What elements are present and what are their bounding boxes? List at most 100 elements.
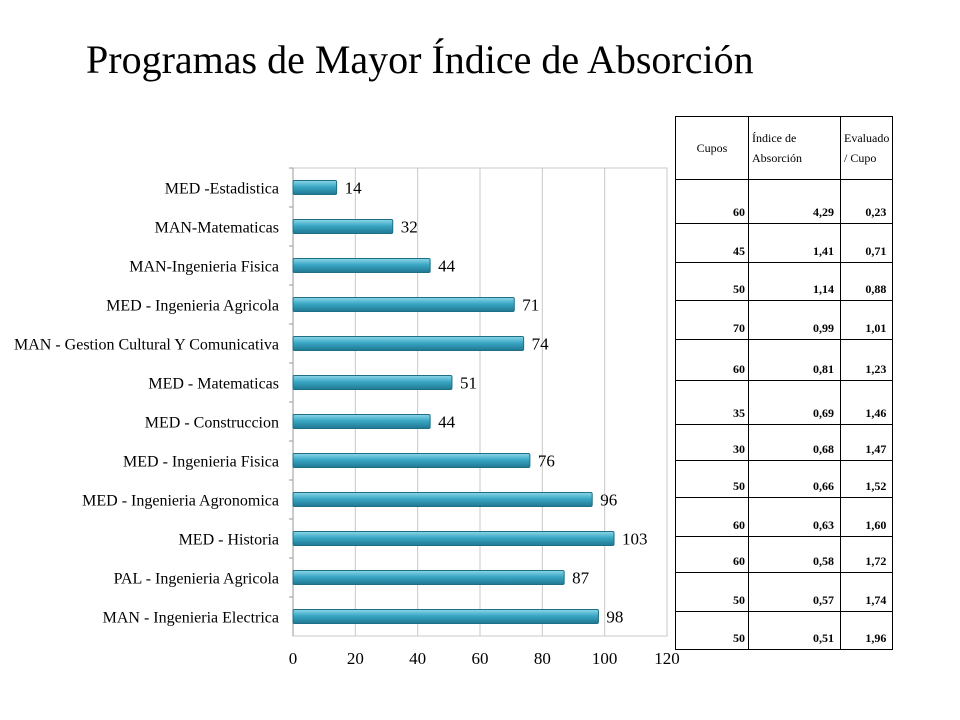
cell-evaluado: 1,72 [839, 536, 894, 573]
category-label: MED - Matematicas [148, 376, 279, 393]
gridlines [289, 167, 668, 637]
cell-evaluado: 1,47 [839, 424, 894, 461]
cell-indice: 0,68 [748, 424, 841, 461]
x-tick-label: 60 [472, 649, 489, 668]
data-label: 14 [345, 179, 363, 198]
cell-cupos: 50 [675, 611, 749, 650]
x-tick-label: 80 [534, 649, 551, 668]
bar [292, 492, 593, 507]
cell-indice: 1,14 [748, 262, 841, 301]
cell-indice: 0,63 [748, 497, 841, 537]
table-row: 50 0,66 1,52 [675, 460, 894, 498]
category-label: MED -Estadistica [165, 181, 279, 198]
cell-cupos: 60 [675, 179, 749, 224]
category-label: MAN-Ingenieria Fisica [129, 259, 279, 276]
table-row: 60 0,63 1,60 [675, 497, 894, 537]
cell-evaluado: 1,23 [839, 339, 894, 381]
bar [292, 570, 565, 585]
bar [292, 531, 615, 546]
table-row: 60 0,81 1,23 [675, 339, 894, 381]
bar [292, 258, 431, 273]
category-label: MED - Historia [179, 532, 279, 549]
cell-cupos: 50 [675, 262, 749, 301]
bar [292, 297, 515, 312]
cell-cupos: 60 [675, 339, 749, 381]
data-label: 96 [600, 491, 617, 510]
cell-evaluado: 0,88 [839, 262, 894, 301]
table-row: 60 0,58 1,72 [675, 536, 894, 573]
cell-indice: 1,41 [748, 223, 841, 263]
cell-evaluado: 1,52 [839, 460, 894, 498]
cell-indice: 0,99 [748, 300, 841, 340]
category-label: MAN - Gestion Cultural Y Comunicativa [14, 337, 279, 354]
data-label: 103 [622, 530, 648, 549]
bar [292, 336, 525, 351]
x-tick-label: 120 [654, 649, 680, 668]
cell-indice: 0,51 [748, 611, 841, 650]
cell-indice: 0,69 [748, 380, 841, 425]
table-row: 35 0,69 1,46 [675, 380, 894, 425]
category-label: MED - Ingenieria Agronomica [82, 493, 279, 510]
bar [292, 219, 394, 234]
category-label: PAL - Ingenieria Agricola [114, 571, 279, 588]
category-label: MED - Construccion [145, 415, 279, 432]
cell-evaluado: 0,23 [839, 179, 894, 224]
header-evaluado-cupo: Evaluado / Cupo [839, 116, 894, 180]
cell-indice: 0,81 [748, 339, 841, 381]
x-tick-label: 40 [409, 649, 426, 668]
bar [292, 453, 531, 468]
table-row: 30 0,68 1,47 [675, 424, 894, 461]
category-label: MAN - Ingenieria Electrica [103, 610, 279, 627]
cell-cupos: 30 [675, 424, 749, 461]
table-row: 50 1,14 0,88 [675, 262, 894, 301]
table-row: 45 1,41 0,71 [675, 223, 894, 263]
data-label: 76 [538, 452, 555, 471]
cell-evaluado: 1,60 [839, 497, 894, 537]
data-label: 51 [460, 374, 477, 393]
x-tick-label: 0 [289, 649, 298, 668]
header-indice-absorcion: Índice de Absorción [748, 116, 841, 180]
bar [292, 609, 599, 624]
cell-evaluado: 1,01 [839, 300, 894, 340]
slide-title: Programas de Mayor Índice de Absorción [86, 37, 754, 82]
data-label: 98 [606, 608, 623, 627]
bars [292, 180, 615, 624]
table-row: 50 0,57 1,74 [675, 572, 894, 612]
bar [292, 375, 453, 390]
absorption-table: Cupos Índice de Absorción Evaluado / Cup… [675, 116, 894, 650]
header-cupos: Cupos [675, 116, 749, 180]
cell-evaluado: 1,96 [839, 611, 894, 650]
data-label: 32 [401, 218, 418, 237]
bar [292, 180, 338, 195]
x-tick-label: 100 [592, 649, 618, 668]
cell-cupos: 60 [675, 536, 749, 573]
cell-cupos: 35 [675, 380, 749, 425]
cell-cupos: 45 [675, 223, 749, 263]
data-label: 74 [532, 335, 550, 354]
cell-evaluado: 0,71 [839, 223, 894, 263]
x-tick-label: 20 [347, 649, 364, 668]
category-label: MAN-Matematicas [155, 220, 279, 237]
cell-evaluado: 1,74 [839, 572, 894, 612]
data-label: 87 [572, 569, 590, 588]
table-row: 50 0,51 1,96 [675, 611, 894, 650]
category-label: MED - Ingenieria Agricola [106, 298, 279, 315]
category-label: MED - Ingenieria Fisica [123, 454, 279, 471]
bar [292, 414, 431, 429]
data-label: 44 [438, 413, 456, 432]
cell-evaluado: 1,46 [839, 380, 894, 425]
cell-cupos: 50 [675, 460, 749, 498]
data-label: 44 [438, 257, 456, 276]
cell-indice: 4,29 [748, 179, 841, 224]
table-row: 60 4,29 0,23 [675, 179, 894, 224]
cell-indice: 0,58 [748, 536, 841, 573]
cell-indice: 0,57 [748, 572, 841, 612]
cell-indice: 0,66 [748, 460, 841, 498]
cell-cupos: 50 [675, 572, 749, 612]
table-header-row: Cupos Índice de Absorción Evaluado / Cup… [675, 116, 894, 180]
data-label: 71 [522, 296, 539, 315]
labels: 0 20 40 60 80 100 120 MED -Estadistica 14 MAN-Mat… [14, 179, 680, 669]
cell-cupos: 70 [675, 300, 749, 340]
table-row: 70 0,99 1,01 [675, 300, 894, 340]
